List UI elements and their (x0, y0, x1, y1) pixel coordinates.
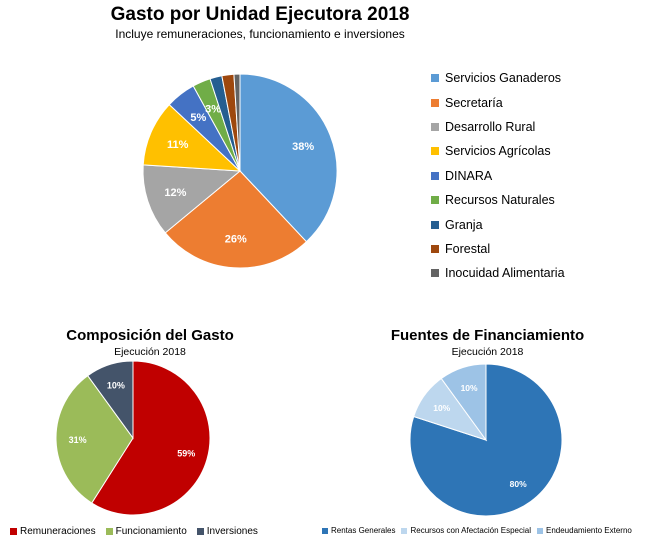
legend-swatch (431, 122, 439, 131)
main-slice-desarrollo-rural (142, 164, 242, 234)
composition-chart-legend: Remuneraciones Funcionamiento Inversiones (10, 526, 268, 537)
main-data-label-servicios-ganaderos: 38% (292, 141, 314, 153)
main-legend-item-servicios-ganaderos: Servicios Ganaderos (431, 66, 656, 90)
financing-chart-subtitle: Ejecución 2018 (451, 346, 524, 358)
main-slice-servicios-agricolas (142, 103, 242, 172)
legend-label: Funcionamiento (115, 526, 187, 537)
legend-label: Servicios Ganaderos (445, 71, 562, 86)
main-data-label-dinara: 5% (190, 112, 206, 124)
legend-swatch (322, 527, 328, 534)
financing-legend-item-endeudamiento-externo: Endeudamiento Externo (537, 526, 632, 535)
legend-label: Forestal (445, 241, 491, 256)
legend-label: Secretaría (445, 95, 503, 110)
legend-label: Inversiones (206, 526, 258, 537)
composition-data-label-funcionamiento: 31% (69, 435, 87, 445)
composition-legend-item-inversiones: Inversiones (196, 526, 258, 537)
legend-label: Inocuidad Alimentaria (445, 266, 565, 281)
composition-slice-inversiones (87, 360, 134, 440)
composition-data-label-remuneraciones: 59% (177, 449, 195, 459)
financing-legend-item-recursos-con-afectacion-especial: Recursos con Afectación Especial (401, 526, 531, 535)
composition-chart-subtitle: Ejecución 2018 (114, 346, 186, 358)
composition-slice-remuneraciones (91, 360, 211, 516)
main-data-label-secretaria: 26% (225, 234, 247, 246)
legend-label: Desarrollo Rural (445, 119, 536, 134)
legend-swatch (431, 220, 439, 229)
financing-data-label-endeudamiento-externo: 10% (461, 383, 478, 393)
legend-swatch (431, 244, 439, 253)
legend-swatch (401, 527, 408, 534)
legend-label: Recursos con Afectación Especial (410, 526, 531, 535)
main-chart-legend: Servicios Ganaderos Secretaría Desarrollo … (431, 66, 656, 286)
main-legend-item-inocuidad-alimentaria: Inocuidad Alimentaria (431, 261, 656, 285)
main-legend-item-secretaria: Secretaría (431, 90, 656, 114)
legend-swatch (537, 527, 543, 534)
composition-slice-funcionamiento (55, 375, 134, 504)
legend-swatch (431, 74, 439, 83)
main-legend-item-forestal: Forestal (431, 237, 656, 261)
main-legend-item-granja: Granja (431, 212, 656, 236)
main-chart-subtitle: Incluye remuneraciones, funcionamiento e… (115, 27, 405, 41)
legend-label: Recursos Naturales (445, 193, 555, 208)
financing-data-label-recursos-con-afectacion-especial: 10% (433, 403, 450, 413)
main-slice-servicios-ganaderos (239, 73, 338, 243)
financing-slice-endeudamiento-externo (440, 363, 487, 442)
legend-label: Granja (445, 217, 483, 232)
main-chart-title: Gasto por Unidad Ejecutora 2018 (110, 4, 410, 25)
financing-chart-legend: Rentas Generales Recursos con Afectación … (322, 526, 638, 535)
legend-swatch (105, 528, 113, 535)
legend-swatch (196, 528, 204, 535)
main-legend-item-recursos-naturales: Recursos Naturales (431, 188, 656, 212)
composition-data-label-inversiones: 10% (107, 380, 125, 390)
main-slice-secretaria (164, 170, 308, 269)
legend-swatch (431, 196, 439, 205)
main-legend-item-servicios-agricolas: Servicios Agrícolas (431, 139, 656, 163)
legend-label: Rentas Generales (331, 526, 396, 535)
legend-swatch (431, 269, 439, 278)
financing-data-label-rentas-generales: 80% (510, 479, 527, 489)
composition-chart-title: Composición del Gasto (66, 327, 234, 344)
legend-swatch (431, 147, 439, 156)
composition-legend-item-remuneraciones: Remuneraciones (10, 526, 96, 537)
composition-legend-item-funcionamiento: Funcionamiento (105, 526, 187, 537)
main-data-label-recursos-naturales: 3% (205, 104, 221, 116)
main-data-label-desarrollo-rural: 12% (164, 187, 186, 199)
legend-swatch (431, 98, 439, 107)
financing-legend-item-rentas-generales: Rentas Generales (322, 526, 395, 535)
main-slice-inocuidad-alimentaria (233, 73, 241, 172)
main-legend-item-dinara: DINARA (431, 164, 656, 188)
legend-swatch (10, 528, 17, 535)
legend-label: Endeudamiento Externo (546, 526, 632, 535)
legend-swatch (431, 171, 439, 180)
financing-chart-title: Fuentes de Financiamiento (390, 327, 585, 344)
legend-label: Remuneraciones (20, 526, 96, 537)
main-legend-item-desarrollo-rural: Desarrollo Rural (431, 115, 656, 139)
legend-label: DINARA (445, 168, 493, 183)
main-data-label-servicios-agricolas: 11% (167, 139, 189, 151)
legend-label: Servicios Agrícolas (445, 144, 551, 159)
